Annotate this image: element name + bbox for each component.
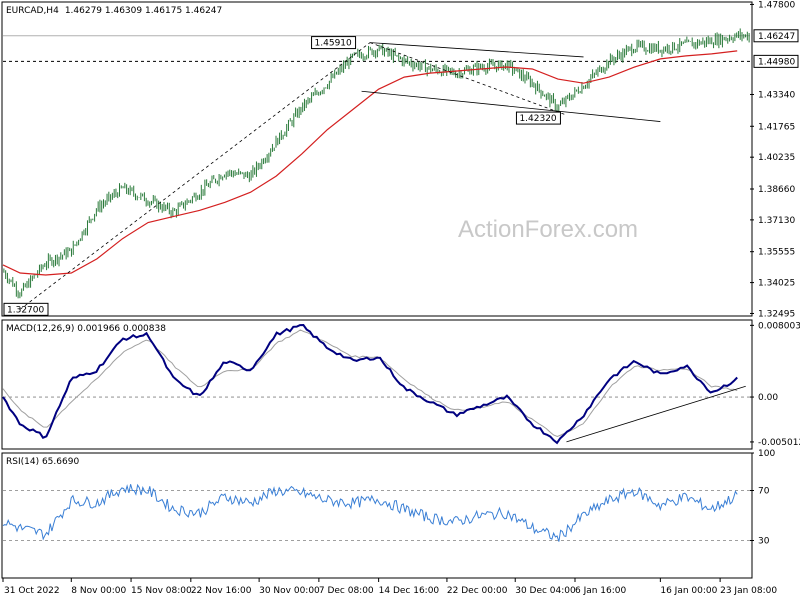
symbol-label: EURCAD,H4 — [6, 6, 59, 16]
x-tick-label: 14 Dec 16:00 — [379, 586, 440, 596]
last-price-tag: 1.46247 — [758, 32, 795, 42]
rsi-tick-label: 70 — [758, 487, 770, 497]
annotation-label: 1.45910 — [315, 39, 352, 49]
price-annotations: 1.45910 1.42320 1.32700 — [3, 36, 661, 316]
watermark: ActionForex.com — [458, 216, 638, 243]
rsi-tick-label: 100 — [758, 449, 775, 459]
rsi-lines — [2, 483, 750, 542]
macd-panel — [1, 319, 753, 450]
price-tick-label: 1.40235 — [758, 153, 795, 163]
x-tick-label: 23 Jan 08:00 — [720, 586, 777, 596]
macd-lines — [2, 323, 750, 445]
macd-tick-label: 0.00 — [758, 393, 778, 403]
x-tick-label: 22 Nov 16:00 — [191, 586, 252, 596]
price-tick-label: 1.35555 — [758, 248, 795, 258]
channel-top-line — [370, 42, 584, 58]
macd-support-line — [566, 385, 746, 443]
moving-average-line — [2, 50, 738, 276]
macd-line — [2, 323, 738, 445]
price-tick-label: 1.37130 — [758, 216, 795, 226]
rsi-tick-label: 30 — [758, 537, 770, 547]
price-reference-lines — [3, 35, 750, 62]
x-tick-label: 16 Jan 00:00 — [660, 586, 717, 596]
x-tick-label: 22 Dec 00:00 — [447, 586, 508, 596]
x-tick-label: 30 Nov 00:00 — [259, 586, 320, 596]
ohlc-values: 1.46279 1.46309 1.46175 1.46247 — [65, 6, 222, 16]
x-tick-label: 15 Nov 08:00 — [131, 586, 192, 596]
price-tick-label: 1.41765 — [758, 122, 795, 132]
macd-signal-line — [2, 329, 738, 438]
reference-level-tag: 1.44980 — [758, 57, 795, 67]
price-series-lines — [2, 50, 738, 276]
annotation-box — [311, 36, 357, 50]
price-tick-label: 1.38660 — [758, 185, 795, 195]
x-tick-label: 30 Dec 04:00 — [515, 586, 576, 596]
price-tick-label: 1.34025 — [758, 279, 795, 289]
uptrend-line — [19, 42, 371, 310]
symbol-header: EURCAD,H4 1.46279 1.46309 1.46175 1.46247 — [6, 6, 222, 16]
x-tick-label: 7 Dec 08:00 — [319, 586, 374, 596]
candlesticks — [3, 28, 750, 299]
reference-level-tag-box — [753, 54, 799, 68]
rsi-panel — [1, 452, 753, 579]
rsi-line — [2, 483, 738, 542]
annotation-box — [515, 111, 561, 125]
x-tick-label: 8 Nov 00:00 — [71, 586, 126, 596]
annotation-box — [3, 302, 49, 316]
price-tick-label: 1.32495 — [758, 309, 795, 319]
annotation-label: 1.42320 — [519, 114, 556, 124]
x-tick-label: 6 Jan 16:00 — [575, 586, 627, 596]
rsi-header: RSI(14) 65.6690 — [6, 457, 79, 467]
macd-tick-label: 0.008003 — [758, 321, 800, 331]
channel-bottom-line — [361, 90, 661, 122]
macd-tick-label: -0.005012 — [758, 438, 800, 448]
price-tick-label: 1.43340 — [758, 90, 795, 100]
last-price-tag-box — [753, 29, 799, 43]
x-tick-label: 31 Oct 2022 — [4, 586, 60, 596]
macd-header: MACD(12,26,9) 0.001966 0.000838 — [6, 324, 166, 334]
price-tick-label: 1.47800 — [758, 0, 795, 10]
swing-line — [369, 42, 567, 116]
price-panel — [1, 1, 753, 317]
annotation-label: 1.32700 — [7, 305, 44, 315]
